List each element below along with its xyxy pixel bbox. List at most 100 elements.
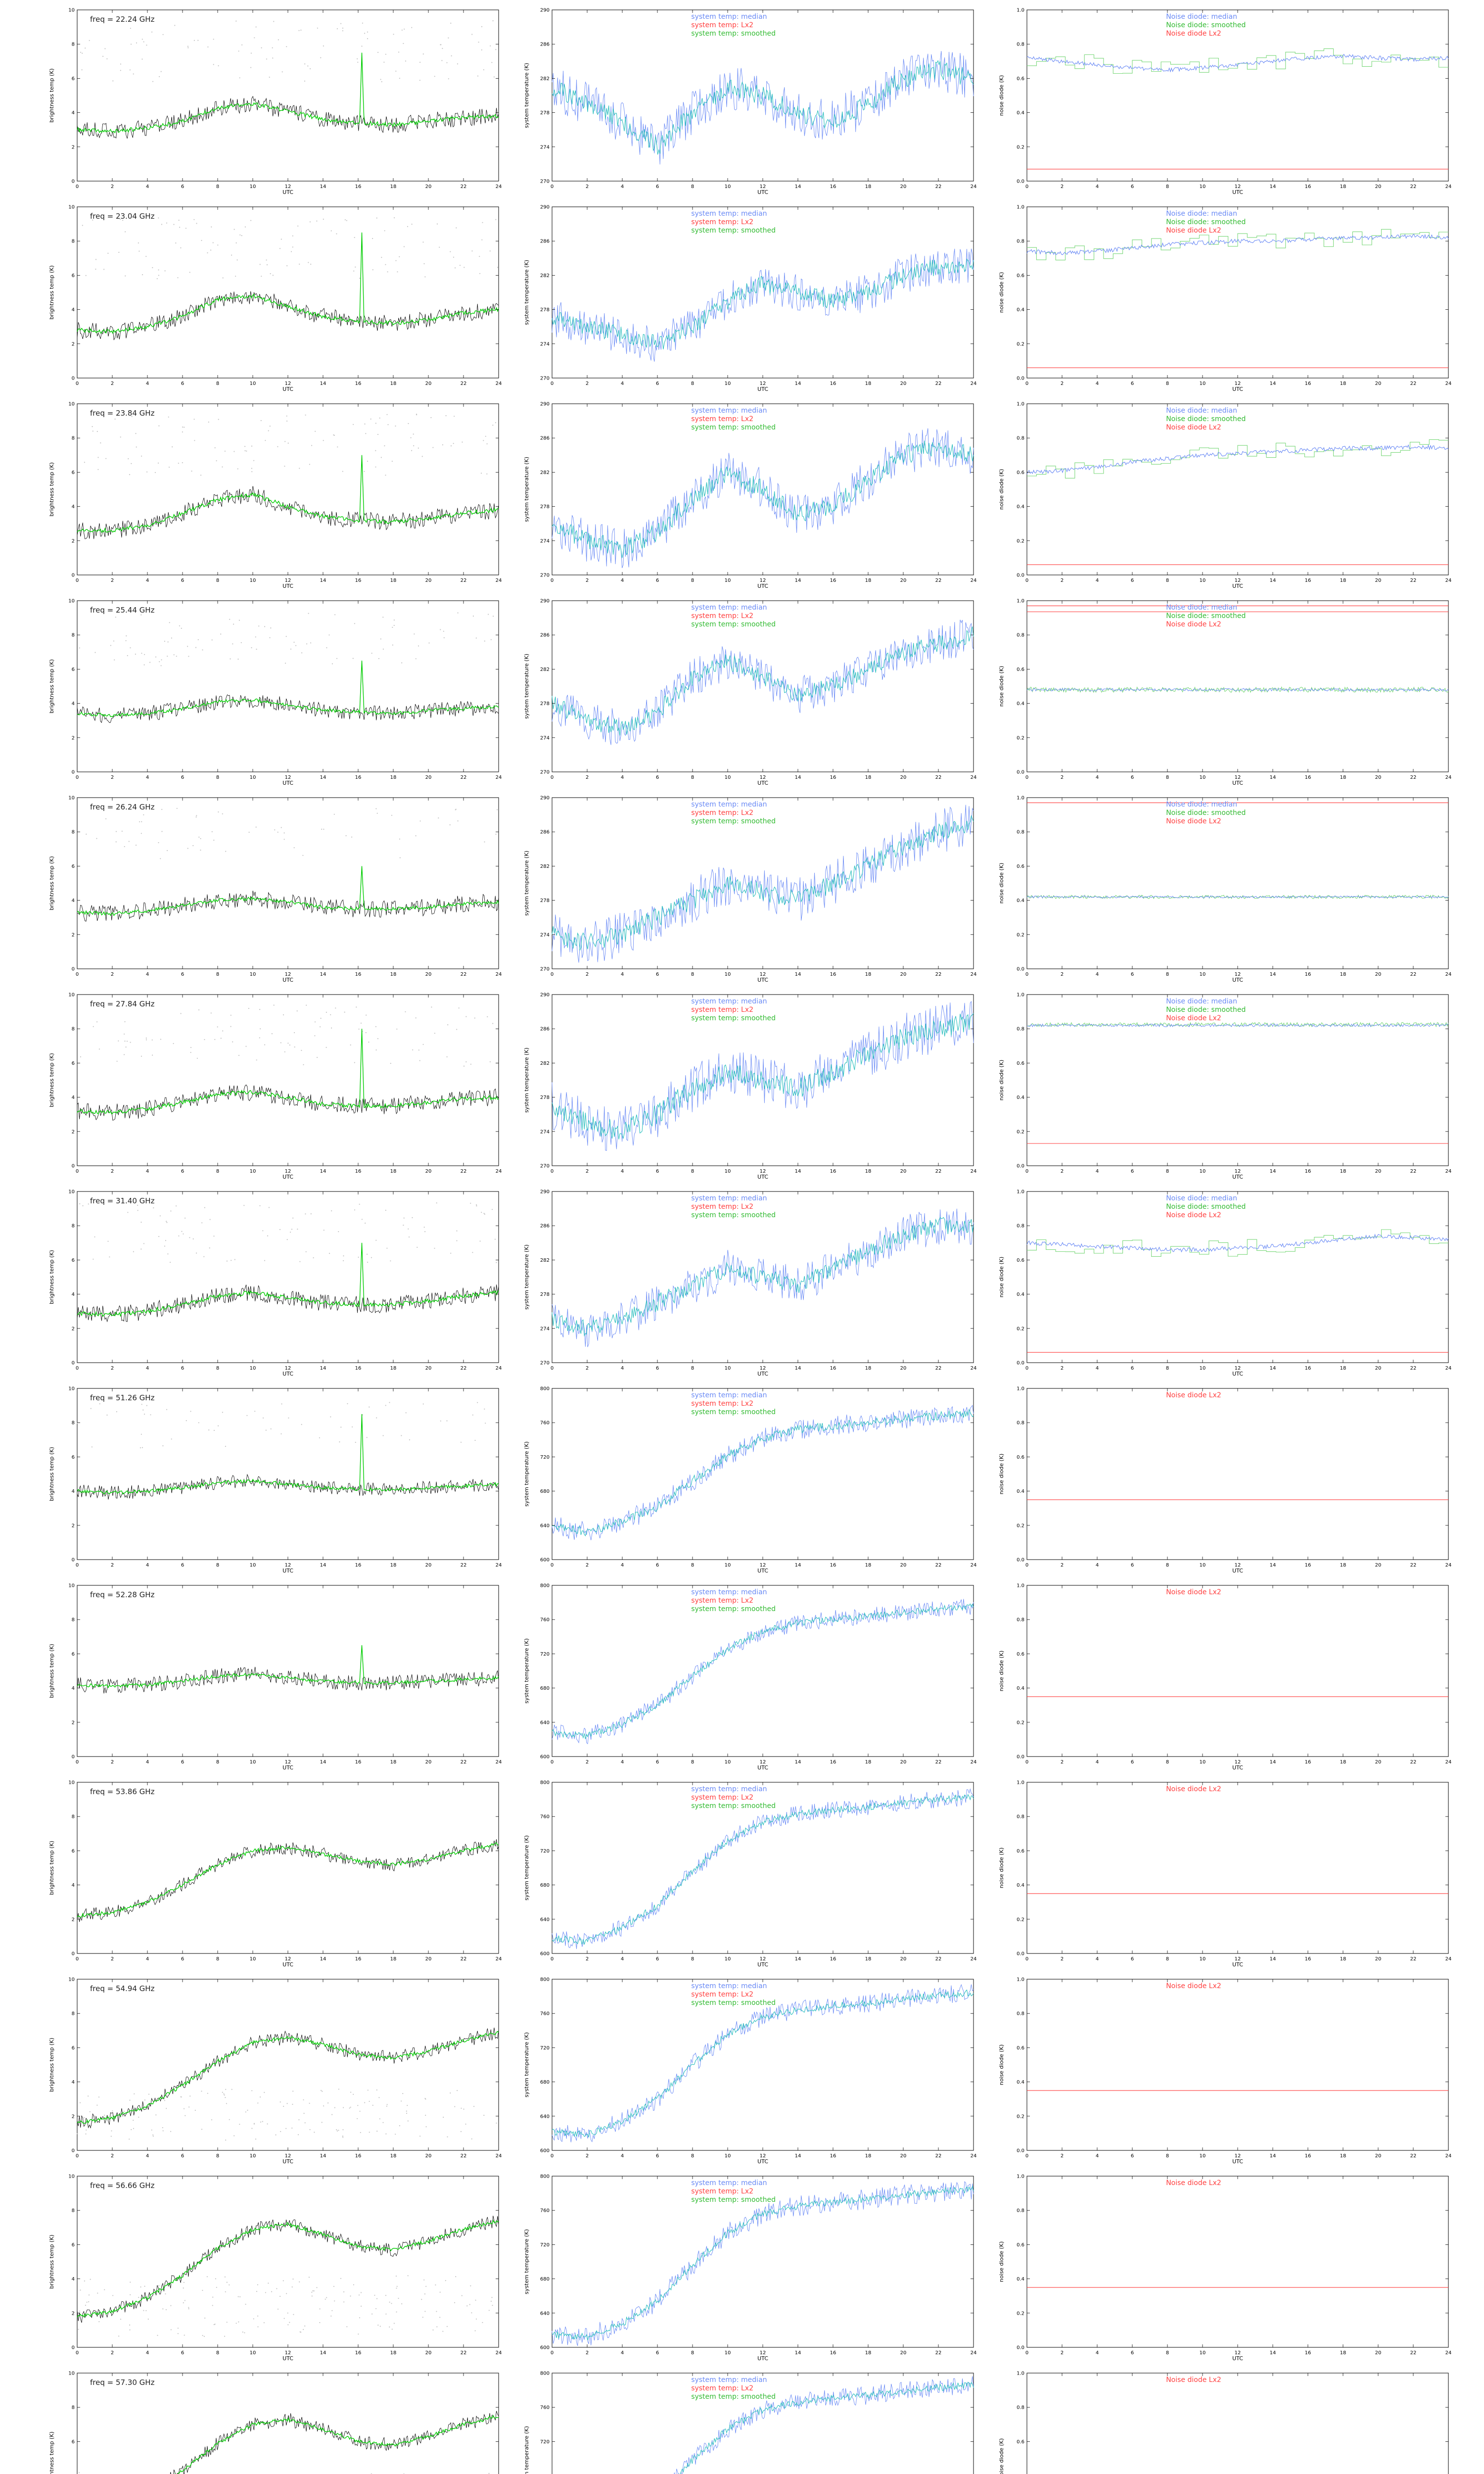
svg-text:freq = 25.44 GHz: freq = 25.44 GHz [90,606,155,615]
svg-text:290: 290 [540,599,550,604]
svg-text:12: 12 [760,1956,766,1962]
svg-text:4: 4 [1096,184,1099,190]
svg-text:0: 0 [551,2153,554,2159]
svg-text:10: 10 [1200,972,1206,977]
plot-box [77,1388,499,1560]
plot-box [552,206,974,379]
x-axis-label: UTC [757,1174,768,1180]
svg-text:600: 600 [540,2148,550,2154]
svg-text:0.2: 0.2 [1017,144,1024,150]
svg-text:0: 0 [76,1169,79,1174]
svg-text:10: 10 [250,2350,256,2356]
svg-text:14: 14 [795,1366,801,1371]
svg-text:14: 14 [320,578,326,583]
svg-text:system temp: smoothed: system temp: smoothed [691,227,776,235]
svg-text:Noise diode Lx2: Noise diode Lx2 [1166,1211,1221,1219]
svg-text:6: 6 [1131,775,1134,780]
svg-text:10: 10 [1200,1563,1206,1568]
svg-text:20: 20 [1375,1760,1382,1765]
svg-text:2: 2 [111,1169,114,1174]
svg-text:1.0: 1.0 [1017,993,1024,998]
svg-text:16: 16 [355,184,362,190]
plot-box [77,600,499,772]
svg-text:0: 0 [1025,1169,1028,1174]
svg-text:16: 16 [830,2350,836,2356]
svg-text:10: 10 [250,1366,256,1371]
svg-text:16: 16 [830,1760,836,1765]
svg-text:0.6: 0.6 [1017,667,1024,672]
svg-text:Noise diode: median: Noise diode: median [1166,1194,1237,1202]
chart-svg: 024681012141618202224600640680720760800s… [523,2371,974,2474]
svg-text:system temp: median: system temp: median [691,1785,767,1793]
chart-panel-a-row1: 0 2 4 6 8 10 12 14 16 18 20 22 24 0 2 4 6 8 10 freq = 22.24… [47,7,503,196]
svg-text:14: 14 [1270,184,1276,190]
svg-text:0: 0 [76,1366,79,1371]
svg-text:8: 8 [691,1760,694,1765]
svg-text:18: 18 [390,381,397,386]
y-axis-label: system temperature (K) [523,2229,530,2294]
svg-text:0: 0 [72,967,75,972]
svg-text:10: 10 [725,775,731,780]
svg-text:10: 10 [68,402,75,407]
svg-text:20: 20 [900,1563,907,1568]
svg-text:16: 16 [355,2350,362,2356]
svg-text:8: 8 [1166,1563,1169,1568]
svg-text:22: 22 [1410,2350,1417,2356]
svg-text:2: 2 [586,1169,589,1174]
svg-text:720: 720 [540,1652,550,1657]
x-axis-label: UTC [1232,2158,1243,2165]
svg-text:22: 22 [1410,2153,1417,2159]
svg-text:18: 18 [865,381,872,386]
svg-text:14: 14 [320,184,326,190]
svg-text:12: 12 [285,1169,291,1174]
svg-text:freq = 23.04 GHz: freq = 23.04 GHz [90,212,155,221]
svg-text:0: 0 [76,381,79,386]
svg-text:16: 16 [830,184,836,190]
svg-text:6: 6 [1131,1169,1134,1174]
svg-text:18: 18 [865,1563,872,1568]
svg-text:6: 6 [181,1760,184,1765]
svg-text:14: 14 [795,1760,801,1765]
svg-text:22: 22 [461,184,467,190]
svg-text:22: 22 [1410,1563,1417,1568]
svg-text:1.0: 1.0 [1017,205,1024,210]
svg-text:6: 6 [72,2439,75,2445]
svg-text:286: 286 [540,1224,550,1229]
x-axis-label: UTC [757,1764,768,1771]
svg-text:18: 18 [390,775,397,780]
svg-text:0.6: 0.6 [1017,2046,1024,2051]
x-axis-label: UTC [282,977,293,983]
svg-text:2: 2 [586,2350,589,2356]
x-axis-label: UTC [1232,2355,1243,2362]
svg-text:270: 270 [540,573,550,578]
svg-text:12: 12 [760,184,766,190]
svg-text:4: 4 [72,1292,75,1297]
svg-text:0: 0 [72,179,75,185]
svg-text:20: 20 [900,972,907,977]
svg-text:0.6: 0.6 [1017,1258,1024,1263]
y-axis-label: noise diode (K) [998,272,1005,313]
svg-text:16: 16 [1305,775,1311,780]
svg-text:0.2: 0.2 [1017,1720,1024,1725]
chart-panel-c-row1: 0 2 4 6 8 10 12 14 16 18 20 22 24 0.0 0.2 0.4 0.6 0.8 1.0 N… [997,7,1452,196]
svg-text:4: 4 [72,504,75,510]
y-axis-label: system temperature (K) [523,1441,530,1507]
svg-text:8: 8 [1166,381,1169,386]
chart-panel-b-row13: 024681012141618202224600640680720760800s… [522,2370,977,2474]
svg-text:6: 6 [1131,2350,1134,2356]
svg-text:24: 24 [971,1760,977,1765]
svg-text:8: 8 [1166,972,1169,977]
svg-text:0: 0 [1025,972,1028,977]
svg-text:2: 2 [1061,1169,1064,1174]
svg-text:freq = 27.84 GHz: freq = 27.84 GHz [90,999,155,1008]
svg-text:22: 22 [461,578,467,583]
svg-text:6: 6 [656,381,659,386]
svg-text:system temp: Lx2: system temp: Lx2 [691,21,753,29]
svg-text:14: 14 [1270,1956,1276,1962]
svg-text:20: 20 [900,578,907,583]
svg-text:2: 2 [1061,775,1064,780]
svg-text:10: 10 [725,578,731,583]
svg-text:system temp: Lx2: system temp: Lx2 [691,1794,753,1802]
